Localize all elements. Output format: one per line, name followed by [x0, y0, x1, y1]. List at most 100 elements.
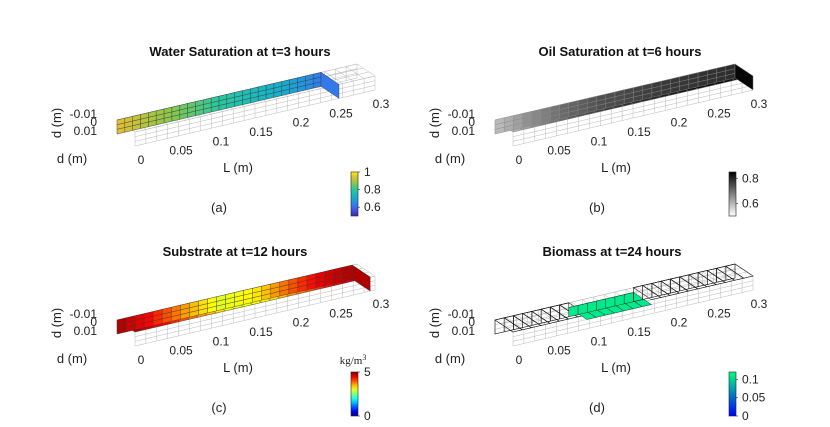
x-tick-label: 0.25 — [707, 106, 731, 120]
x-tick-label: 0.1 — [591, 334, 608, 348]
y-tick-label: -0.01 — [70, 307, 98, 321]
chart-title: Oil Saturation at t=6 hours — [539, 44, 702, 59]
chart-panel-3: Biomass at t=24 hours 0 0.05 0.1 0.15 0.2 0.25… — [427, 244, 768, 423]
y-tick-label: 0 — [468, 315, 475, 329]
panel-caption: (b) — [589, 200, 605, 215]
z-axis-label: d (m) — [49, 108, 64, 138]
cell-end-cap — [734, 63, 754, 91]
field-cells — [116, 72, 340, 135]
cell-end-cap — [352, 264, 371, 292]
x-tick-label: 0 — [138, 353, 145, 367]
y-tick-label: 0.01 — [452, 124, 476, 138]
cell-front — [614, 294, 625, 307]
x-axis-label: L (m) — [223, 360, 253, 375]
cell-outline — [494, 317, 505, 335]
grid-line — [134, 289, 376, 347]
grid-line — [512, 80, 754, 137]
colorbar-gradient — [350, 371, 359, 417]
x-tick-labels: 0 0.05 0.1 0.15 0.2 0.25 0.3 — [516, 297, 768, 367]
y-tick-label: -0.01 — [448, 107, 476, 121]
x-tick-label: 0 — [138, 153, 145, 167]
x-tick-label: 0.05 — [169, 144, 193, 158]
x-tick-label: 0.1 — [591, 134, 608, 148]
x-tick-label: 0.25 — [329, 306, 353, 320]
panel-caption: (a) — [211, 200, 227, 215]
colorbar-unit-label: kg/m3 — [340, 353, 367, 367]
cell-end-cap — [320, 72, 340, 99]
y-tick-label: 0.01 — [452, 324, 476, 338]
colorbar-tick-label: 0.8 — [742, 171, 759, 185]
cell-front — [568, 305, 579, 318]
y-tick-label: 0 — [468, 115, 475, 129]
field-cells — [116, 264, 371, 335]
chart-title: Substrate at t=12 hours — [163, 244, 308, 259]
x-tick-labels: 0 0.05 0.1 0.15 0.2 0.25 0.3 — [516, 97, 768, 167]
grid-line — [512, 285, 754, 342]
x-tick-label: 0.05 — [547, 344, 571, 358]
colorbar-tick-label: 0.6 — [364, 200, 381, 214]
y-tick-label: -0.01 — [70, 107, 98, 121]
colorbar-tick-label: 0 — [742, 409, 749, 423]
x-tick-label: 0.05 — [169, 344, 193, 358]
x-tick-label: 0.15 — [249, 125, 273, 139]
x-tick-label: 0.2 — [293, 316, 310, 330]
y-axis-label: d (m) — [435, 151, 465, 166]
colorbar-gradient — [728, 371, 737, 417]
x-tick-label: 0.2 — [671, 116, 688, 130]
x-tick-label: 0.1 — [213, 134, 230, 148]
colorbar: 0.1 0.05 0 — [728, 371, 766, 423]
panel-caption: (d) — [589, 400, 605, 415]
chart-title: Biomass at t=24 hours — [542, 244, 681, 259]
colorbar-tick-label: 1 — [364, 165, 371, 179]
grid-line — [134, 280, 376, 337]
x-tick-label: 0.2 — [671, 316, 688, 330]
field-cells — [494, 63, 754, 135]
grid-line — [134, 89, 376, 147]
cell-front — [596, 298, 606, 311]
grid-line — [512, 85, 754, 142]
colorbar: 5 0 kg/m3 — [340, 353, 371, 423]
colorbar-gradient — [350, 171, 359, 217]
cell-front — [587, 300, 597, 313]
cell-front — [577, 302, 588, 315]
colorbar-tick-label: 0.05 — [742, 391, 766, 405]
x-tick-label: 0.25 — [329, 106, 353, 120]
x-tick-label: 0.05 — [547, 144, 571, 158]
colorbar-tick-label: 0.1 — [742, 372, 759, 386]
z-axis-label: d (m) — [427, 308, 442, 338]
grid-line — [134, 285, 376, 342]
chart-title: Water Saturation at t=3 hours — [149, 44, 330, 59]
x-tick-label: 0.15 — [249, 325, 273, 339]
x-tick-label: 0.2 — [293, 116, 310, 130]
colorbar-tick-label: 0.6 — [742, 196, 759, 210]
y-tick-label: -0.01 — [448, 307, 476, 321]
chart-panel-2: Substrate at t=12 hours 0 0.05 0.1 0.15 0.2 0.… — [49, 244, 390, 423]
y-tick-label: 0 — [90, 315, 97, 329]
x-tick-label: 0.25 — [707, 306, 731, 320]
x-axis-label: L (m) — [223, 160, 253, 175]
x-axis-label: L (m) — [601, 360, 631, 375]
colorbar: 0.8 0.6 — [728, 171, 759, 217]
colorbar: 1 0.8 0.6 — [350, 165, 381, 217]
x-tick-label: 0 — [516, 153, 523, 167]
colorbar-tick-label: 5 — [364, 365, 371, 379]
chart-panel-0: Water Saturation at t=3 hours 0 0.05 0.1 0.1… — [49, 44, 390, 217]
colorbar-tick-label: 0.8 — [364, 183, 381, 197]
x-tick-label: 0.3 — [751, 297, 768, 311]
x-tick-label: 0.15 — [627, 325, 651, 339]
grid-line — [512, 289, 754, 347]
y-axis-label: d (m) — [57, 351, 87, 366]
z-axis-label: d (m) — [427, 108, 442, 138]
x-axis-label: L (m) — [601, 160, 631, 175]
grid-line — [512, 89, 754, 147]
x-tick-labels: 0 0.05 0.1 0.15 0.2 0.25 0.3 — [138, 97, 390, 167]
field-cells — [494, 263, 754, 335]
colorbar-gradient — [728, 171, 737, 217]
cell-outline — [725, 263, 754, 279]
x-tick-label: 0.3 — [751, 97, 768, 111]
x-tick-label: 0 — [516, 353, 523, 367]
